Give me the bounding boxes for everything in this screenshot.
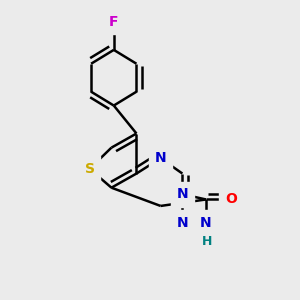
Text: O: O: [225, 193, 237, 206]
Text: S: S: [85, 162, 94, 176]
Text: N: N: [200, 216, 212, 230]
Text: F: F: [109, 15, 118, 29]
Text: H: H: [202, 236, 213, 248]
Text: N: N: [177, 187, 188, 201]
Text: N: N: [155, 151, 167, 165]
Text: N: N: [177, 216, 188, 230]
